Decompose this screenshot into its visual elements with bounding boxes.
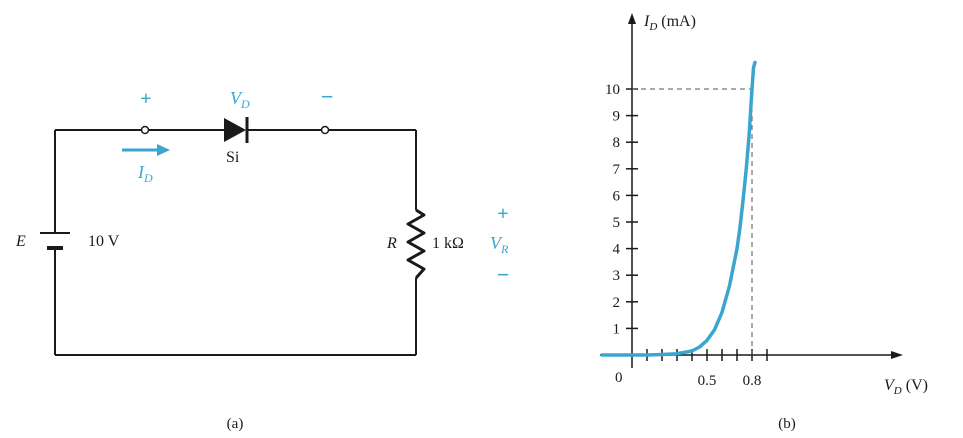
caption-b: (b) [778, 416, 796, 432]
y-tick-label: 5 [613, 215, 621, 231]
diode-characteristic-graph: 1 2 3 4 5 6 7 8 9 10 0.5 0.8 ID (mA) VD (V) 0 (b) [600, 13, 928, 432]
x-ticks: 0.5 0.8 [646, 349, 768, 389]
iv-curve [600, 60, 757, 357]
terminal-right [320, 125, 330, 135]
y-tick-label: 8 [613, 135, 621, 151]
x-axis-arrowhead [891, 351, 903, 359]
y-tick-label: 2 [613, 295, 621, 311]
vr-plus-sign: + [497, 203, 508, 225]
diode-material-label: Si [226, 149, 240, 166]
y-tick-label: 9 [613, 109, 621, 125]
resistor-name-label: R [386, 235, 397, 252]
reference-lines [632, 88, 753, 355]
y-axis-label: ID (mA) [643, 13, 696, 33]
x-tick-label: 0.5 [698, 373, 717, 389]
vd-label: VD [230, 88, 250, 111]
vd-plus-sign: + [140, 88, 151, 110]
series-group [600, 60, 757, 357]
terminal-left [140, 125, 150, 135]
y-tick-label: 6 [613, 188, 621, 204]
y-axis-arrowhead [628, 13, 636, 24]
y-tick-label: 4 [613, 242, 621, 258]
vr-minus-sign: − [497, 262, 510, 287]
y-ticks: 1 2 3 4 5 6 7 8 9 10 [605, 82, 638, 337]
x-axis-label: VD (V) [884, 377, 928, 397]
battery-symbol [40, 232, 70, 250]
y-tick-label: 10 [605, 82, 620, 98]
y-tick-label: 1 [613, 321, 621, 337]
diode-symbol [224, 117, 249, 143]
vd-minus-sign: − [321, 84, 334, 109]
y-tick-label: 7 [613, 162, 621, 178]
id-label: ID [137, 162, 153, 185]
resistor-symbol [406, 208, 426, 279]
x-tick-label: 0.8 [743, 373, 762, 389]
vr-label: VR [490, 233, 509, 256]
current-arrow [122, 144, 170, 156]
source-name-label: E [15, 233, 26, 250]
resistor-value-label: 1 kΩ [432, 235, 464, 252]
caption-a: (a) [227, 416, 244, 432]
source-value-label: 10 V [88, 233, 120, 250]
circuit-diagram: + VD − Si ID E 10 V R 1 kΩ + VR − (a) [15, 84, 509, 432]
circuit-wires [54, 129, 417, 356]
origin-label: 0 [615, 370, 623, 386]
y-tick-label: 3 [613, 268, 621, 284]
